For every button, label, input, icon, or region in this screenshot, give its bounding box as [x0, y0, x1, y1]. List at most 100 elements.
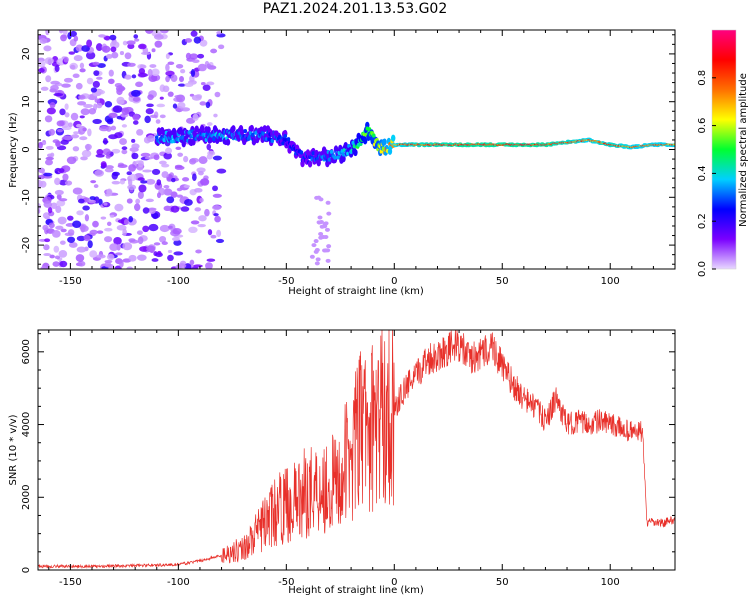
colorbar-label: Normalized spectral amplitude	[738, 73, 749, 227]
heatmap-cell	[184, 263, 192, 269]
snr-x-axis-label: Height of straight line (km)	[288, 585, 424, 596]
heatmap-cell	[121, 124, 128, 128]
heatmap-cell	[127, 43, 135, 49]
heatmap-cell	[76, 123, 82, 128]
heatmap-cell	[132, 96, 141, 102]
heatmap-cell	[104, 101, 113, 108]
heatmap-cell	[326, 211, 332, 216]
heatmap-cell	[189, 53, 199, 60]
heatmap-cell	[59, 198, 68, 202]
heatmap-cell	[206, 258, 216, 262]
heatmap-cell	[243, 129, 248, 134]
heatmap-cell	[38, 60, 46, 68]
heatmap-cell	[104, 227, 113, 232]
heatmap-cell	[173, 239, 182, 246]
x-tick-label: -100	[167, 577, 190, 588]
heatmap-cell	[225, 138, 231, 146]
heatmap-cell	[44, 238, 51, 243]
heatmap-cell	[206, 122, 213, 126]
figure-title: PAZ1.2024.201.13.53.G02	[262, 1, 448, 17]
heatmap-cell	[114, 132, 123, 139]
heatmap-cell	[145, 178, 156, 185]
heatmap-cell	[54, 177, 61, 186]
heatmap-cell	[183, 155, 189, 163]
y-tick-label: 2000	[21, 485, 32, 510]
heatmap-cell	[138, 73, 148, 78]
heatmap-cell	[119, 179, 125, 185]
heatmap-cell	[112, 105, 123, 113]
heatmap-cell	[62, 30, 68, 36]
heatmap-cell	[281, 141, 285, 146]
heatmap-cell	[333, 155, 337, 160]
heatmap-cell	[190, 30, 198, 37]
heatmap-cell	[157, 250, 162, 256]
heatmap-cell	[343, 141, 348, 149]
heatmap-cell	[324, 227, 330, 232]
heatmap-cell	[119, 138, 127, 146]
heatmap-cell	[163, 152, 172, 160]
heatmap-cell	[115, 252, 123, 256]
heatmap-cell	[95, 153, 105, 158]
heatmap-cell	[197, 223, 206, 228]
heatmap-cell	[70, 134, 80, 139]
heatmap-cell	[89, 229, 98, 235]
heatmap-cell	[79, 115, 85, 119]
y-tick-label: 0	[21, 567, 32, 573]
heatmap-cell	[96, 102, 103, 109]
x-tick-label: -50	[278, 577, 294, 588]
heatmap-cell	[56, 120, 65, 127]
heatmap-cell	[62, 135, 73, 141]
heatmap-cell	[173, 251, 184, 256]
heatmap-cell	[214, 91, 221, 98]
heatmap-cell	[327, 157, 332, 162]
heatmap-cell	[83, 103, 94, 109]
heatmap-cell	[72, 73, 80, 79]
heatmap-cell	[108, 69, 114, 77]
heatmap-cell	[100, 216, 107, 220]
heatmap-cell	[207, 229, 213, 236]
x-tick-label: -150	[59, 577, 82, 588]
heatmap-cell	[54, 255, 61, 260]
heatmap-cell	[131, 74, 137, 79]
heatmap-cell	[251, 132, 255, 137]
heatmap-cell	[88, 199, 96, 204]
snr-plot-area	[38, 330, 675, 570]
heatmap-cell	[194, 188, 203, 193]
heatmap-cell	[151, 48, 156, 53]
heatmap-cell	[117, 164, 128, 169]
spectrogram-frame	[37, 29, 676, 270]
heatmap-cell	[163, 188, 173, 196]
heatmap-cell	[63, 56, 69, 63]
heatmap-cell	[82, 127, 87, 132]
heatmap-cell	[69, 30, 77, 37]
heatmap-cell	[94, 169, 104, 177]
heatmap-cell	[161, 163, 170, 168]
heatmap-cell	[119, 260, 124, 268]
x-tick-label: 0	[391, 276, 397, 287]
heatmap-cell	[311, 243, 317, 248]
heatmap-cell	[97, 63, 106, 69]
heatmap-cell	[180, 206, 190, 212]
colorbar-tick-label: 0.0	[697, 261, 708, 277]
heatmap-cell	[56, 193, 62, 200]
heatmap-cell	[318, 197, 324, 202]
x-tick-label: 100	[601, 577, 620, 588]
heatmap-cell	[323, 235, 329, 240]
heatmap-cell	[151, 168, 161, 175]
heatmap-cell	[106, 188, 113, 197]
heatmap-cell	[48, 128, 56, 136]
heatmap-cell	[188, 158, 197, 165]
heatmap-cell	[92, 220, 99, 228]
heatmap-cell	[126, 40, 136, 46]
heatmap-cell	[68, 51, 76, 55]
heatmap-cell	[92, 80, 100, 88]
heatmap-cell	[313, 249, 319, 254]
heatmap-cell	[212, 185, 218, 192]
heatmap-cell	[137, 191, 144, 200]
heatmap-cell	[185, 117, 196, 124]
heatmap-cell	[57, 216, 67, 225]
heatmap-cell	[199, 39, 208, 47]
heatmap-cell	[167, 254, 174, 262]
heatmap-cell	[210, 234, 217, 239]
